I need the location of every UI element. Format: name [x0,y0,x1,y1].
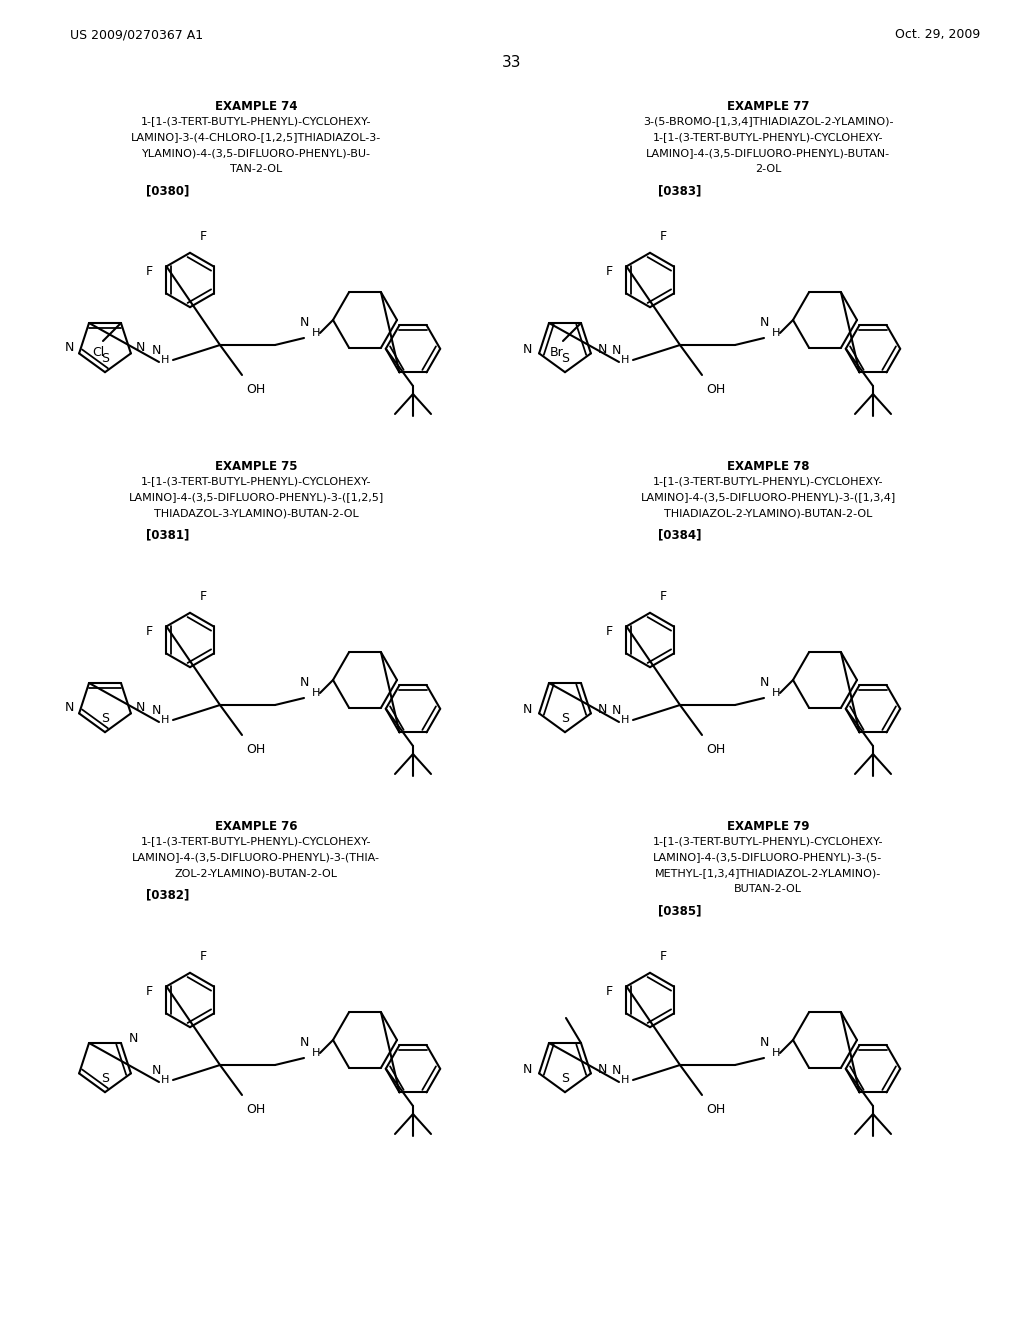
Text: S: S [101,1072,109,1085]
Text: THIADIAZOL-2-YLAMINO)-BUTAN-2-OL: THIADIAZOL-2-YLAMINO)-BUTAN-2-OL [664,508,872,517]
Text: 2-OL: 2-OL [755,164,781,174]
Text: YLAMINO)-4-(3,5-DIFLUORO-PHENYL)-BU-: YLAMINO)-4-(3,5-DIFLUORO-PHENYL)-BU- [141,148,371,158]
Text: 3-(5-BROMO-[1,3,4]THIADIAZOL-2-YLAMINO)-: 3-(5-BROMO-[1,3,4]THIADIAZOL-2-YLAMINO)- [643,116,893,125]
Text: F: F [660,230,668,243]
Text: H: H [772,327,780,338]
Text: 1-[1-(3-TERT-BUTYL-PHENYL)-CYCLOHEXY-: 1-[1-(3-TERT-BUTYL-PHENYL)-CYCLOHEXY- [652,477,884,486]
Text: S: S [561,711,569,725]
Text: OH: OH [246,743,265,756]
Text: N: N [136,701,145,714]
Text: H: H [772,1048,780,1059]
Text: N: N [152,343,161,356]
Text: N: N [598,343,607,356]
Text: [0381]: [0381] [146,528,189,541]
Text: N: N [299,1036,308,1049]
Text: F: F [145,265,153,279]
Text: THIADAZOL-3-YLAMINO)-BUTAN-2-OL: THIADAZOL-3-YLAMINO)-BUTAN-2-OL [154,508,358,517]
Text: N: N [136,341,145,354]
Text: LAMINO]-4-(3,5-DIFLUORO-PHENYL)-BUTAN-: LAMINO]-4-(3,5-DIFLUORO-PHENYL)-BUTAN- [646,148,890,158]
Text: ZOL-2-YLAMINO)-BUTAN-2-OL: ZOL-2-YLAMINO)-BUTAN-2-OL [174,869,338,878]
Text: LAMINO]-4-(3,5-DIFLUORO-PHENYL)-3-(THIA-: LAMINO]-4-(3,5-DIFLUORO-PHENYL)-3-(THIA- [132,851,380,862]
Text: N: N [598,704,607,715]
Text: H: H [621,1074,629,1085]
Text: F: F [145,626,153,639]
Text: Br: Br [550,346,564,359]
Text: H: H [312,688,321,698]
Text: OH: OH [706,1104,725,1115]
Text: TAN-2-OL: TAN-2-OL [229,164,283,174]
Text: F: F [660,590,668,603]
Text: OH: OH [246,1104,265,1115]
Text: S: S [101,351,109,364]
Text: EXAMPLE 79: EXAMPLE 79 [727,820,809,833]
Text: Cl: Cl [92,346,104,359]
Text: H: H [772,688,780,698]
Text: H: H [161,715,169,725]
Text: H: H [312,327,321,338]
Text: Oct. 29, 2009: Oct. 29, 2009 [895,28,980,41]
Text: [0383]: [0383] [658,183,701,197]
Text: N: N [299,676,308,689]
Text: LAMINO]-4-(3,5-DIFLUORO-PHENYL)-3-([1,2,5]: LAMINO]-4-(3,5-DIFLUORO-PHENYL)-3-([1,2,… [128,492,384,502]
Text: LAMINO]-4-(3,5-DIFLUORO-PHENYL)-3-([1,3,4]: LAMINO]-4-(3,5-DIFLUORO-PHENYL)-3-([1,3,… [640,492,896,502]
Text: F: F [660,950,668,964]
Text: N: N [152,704,161,717]
Text: 1-[1-(3-TERT-BUTYL-PHENYL)-CYCLOHEXY-: 1-[1-(3-TERT-BUTYL-PHENYL)-CYCLOHEXY- [652,836,884,846]
Text: EXAMPLE 75: EXAMPLE 75 [215,459,297,473]
Text: N: N [65,341,74,354]
Text: LAMINO]-3-(4-CHLORO-[1,2,5]THIADIAZOL-3-: LAMINO]-3-(4-CHLORO-[1,2,5]THIADIAZOL-3- [131,132,381,143]
Text: H: H [621,355,629,366]
Text: 33: 33 [502,55,522,70]
Text: N: N [128,1032,137,1045]
Text: F: F [145,985,153,998]
Text: N: N [522,343,531,356]
Text: EXAMPLE 77: EXAMPLE 77 [727,100,809,114]
Text: LAMINO]-4-(3,5-DIFLUORO-PHENYL)-3-(5-: LAMINO]-4-(3,5-DIFLUORO-PHENYL)-3-(5- [653,851,883,862]
Text: OH: OH [246,383,265,396]
Text: US 2009/0270367 A1: US 2009/0270367 A1 [70,28,203,41]
Text: H: H [161,355,169,366]
Text: N: N [522,704,531,715]
Text: S: S [101,711,109,725]
Text: EXAMPLE 76: EXAMPLE 76 [215,820,297,833]
Text: N: N [65,701,74,714]
Text: H: H [312,1048,321,1059]
Text: 1-[1-(3-TERT-BUTYL-PHENYL)-CYCLOHEXY-: 1-[1-(3-TERT-BUTYL-PHENYL)-CYCLOHEXY- [140,116,372,125]
Text: [0384]: [0384] [658,528,701,541]
Text: [0380]: [0380] [146,183,189,197]
Text: F: F [605,985,612,998]
Text: F: F [200,590,207,603]
Text: EXAMPLE 78: EXAMPLE 78 [727,459,809,473]
Text: F: F [605,626,612,639]
Text: F: F [605,265,612,279]
Text: 1-[1-(3-TERT-BUTYL-PHENYL)-CYCLOHEXY-: 1-[1-(3-TERT-BUTYL-PHENYL)-CYCLOHEXY- [140,836,372,846]
Text: N: N [611,1064,621,1077]
Text: N: N [598,1063,607,1076]
Text: OH: OH [706,383,725,396]
Text: S: S [561,351,569,364]
Text: F: F [200,230,207,243]
Text: N: N [611,704,621,717]
Text: 1-[1-(3-TERT-BUTYL-PHENYL)-CYCLOHEXY-: 1-[1-(3-TERT-BUTYL-PHENYL)-CYCLOHEXY- [140,477,372,486]
Text: EXAMPLE 74: EXAMPLE 74 [215,100,297,114]
Text: BUTAN-2-OL: BUTAN-2-OL [734,884,802,894]
Text: F: F [200,950,207,964]
Text: [0385]: [0385] [658,904,701,917]
Text: N: N [611,343,621,356]
Text: N: N [760,1036,769,1049]
Text: H: H [161,1074,169,1085]
Text: N: N [522,1063,531,1076]
Text: N: N [152,1064,161,1077]
Text: OH: OH [706,743,725,756]
Text: N: N [299,317,308,330]
Text: S: S [561,1072,569,1085]
Text: H: H [621,715,629,725]
Text: METHYL-[1,3,4]THIADIAZOL-2-YLAMINO)-: METHYL-[1,3,4]THIADIAZOL-2-YLAMINO)- [655,869,881,878]
Text: [0382]: [0382] [146,888,189,902]
Text: N: N [760,676,769,689]
Text: N: N [760,317,769,330]
Text: 1-[1-(3-TERT-BUTYL-PHENYL)-CYCLOHEXY-: 1-[1-(3-TERT-BUTYL-PHENYL)-CYCLOHEXY- [652,132,884,143]
